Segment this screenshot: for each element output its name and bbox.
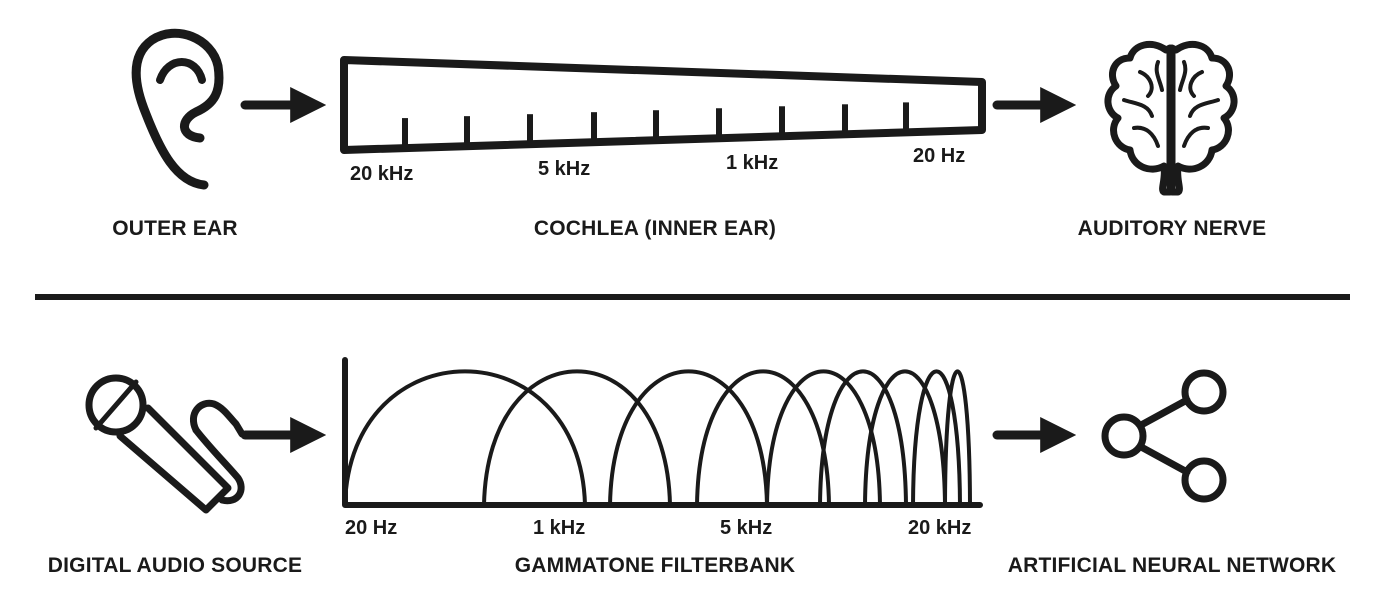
filter-curve-5: [818, 369, 908, 506]
filter-curve-2: [608, 369, 769, 506]
filterbank-tick-label-1khz: 1 kHz: [533, 517, 585, 539]
filterbank-tick-label-5khz: 5 kHz: [720, 517, 772, 539]
auditory-nerve-label: AUDITORY NERVE: [1078, 217, 1267, 240]
filter-curve-8: [943, 369, 972, 506]
digital-audio-source-label: DIGITAL AUDIO SOURCE: [48, 554, 302, 577]
filter-curve-1: [482, 369, 672, 506]
gammatone-filterbank-label: GAMMATONE FILTERBANK: [515, 554, 795, 577]
outer-ear-label: OUTER EAR: [112, 217, 237, 240]
filterbank-tick-label-20khz: 20 kHz: [908, 517, 971, 539]
cochlea-tick-label-5khz: 5 kHz: [538, 158, 590, 180]
cochlea-tick-label-20khz: 20 kHz: [350, 163, 413, 185]
cochlea-tick-label-1khz: 1 kHz: [726, 152, 778, 174]
ear-icon: [131, 28, 224, 190]
filter-curve-0: [343, 369, 587, 506]
brain-icon: [1104, 40, 1238, 196]
microphone-icon: [85, 374, 246, 514]
share-network-icon: [1101, 369, 1227, 503]
filterbank-tick-label-20hz: 20 Hz: [345, 517, 397, 539]
cochlea-frequency-ticks: [402, 102, 909, 149]
gammatone-filterbank-diagram: [342, 357, 983, 508]
filterbank-curves: [343, 369, 972, 506]
cochlea-label: COCHLEA (INNER EAR): [534, 217, 776, 240]
filter-curve-7: [911, 369, 962, 506]
filter-curve-6: [863, 369, 947, 506]
cochlea-tick-label-20hz: 20 Hz: [913, 145, 965, 167]
cochlea-tapered-tube: [340, 56, 986, 154]
cochlea-diagram: [340, 56, 986, 154]
filter-curve-3: [695, 369, 831, 506]
filterbank-axes: [342, 357, 983, 508]
artificial-neural-network-label: ARTIFICIAL NEURAL NETWORK: [1008, 554, 1337, 577]
filter-curve-4: [765, 369, 882, 506]
